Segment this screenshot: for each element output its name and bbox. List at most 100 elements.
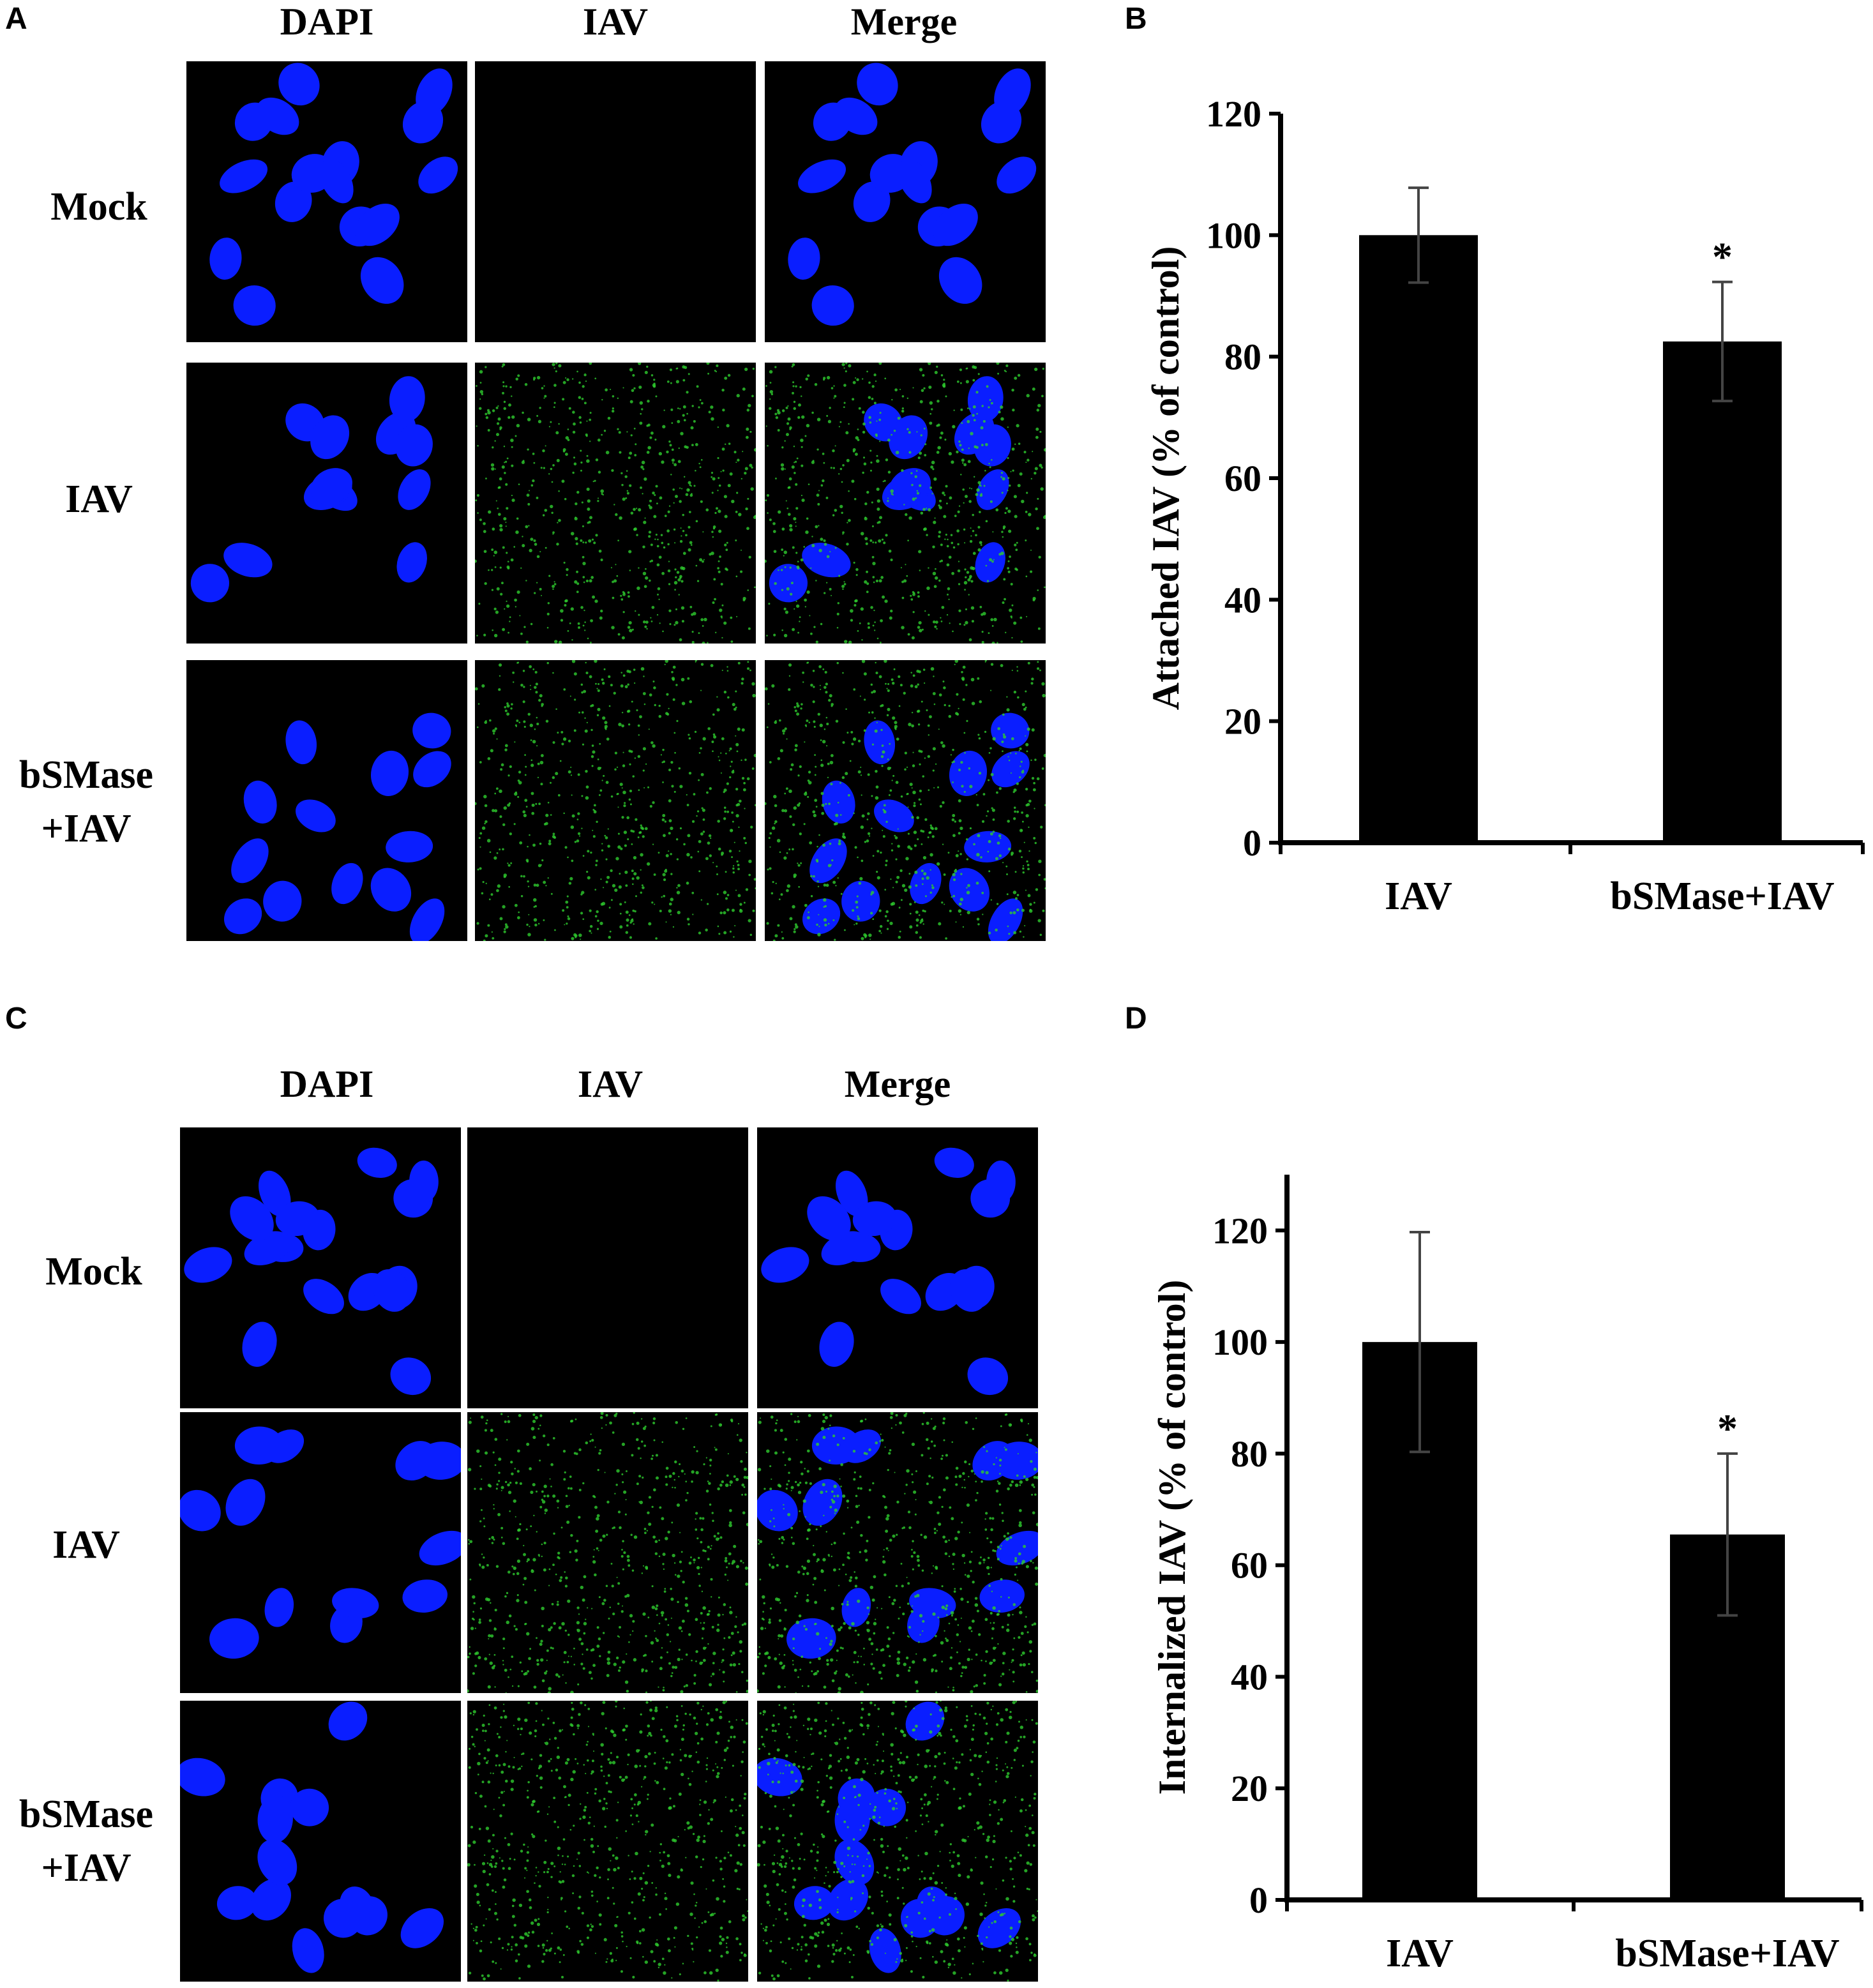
iav-puncta: [576, 1606, 580, 1609]
iav-puncta: [576, 1950, 580, 1954]
iav-puncta: [758, 1652, 761, 1655]
iav-puncta: [507, 561, 509, 562]
iav-puncta: [757, 1539, 760, 1541]
iav-puncta: [901, 395, 905, 398]
panel-c-image-mock-iav: [467, 1127, 748, 1408]
iav-puncta: [936, 628, 938, 630]
iav-puncta: [615, 1484, 618, 1486]
iav-puncta: [630, 1798, 633, 1801]
iav-puncta: [528, 525, 530, 527]
iav-puncta: [605, 1727, 607, 1729]
iav-puncta: [629, 400, 633, 403]
iav-puncta: [960, 1597, 964, 1601]
iav-puncta: [638, 508, 642, 512]
iav-puncta: [802, 1572, 805, 1576]
iav-puncta: [575, 502, 578, 506]
iav-puncta: [845, 772, 848, 776]
iav-puncta: [735, 1616, 737, 1618]
iav-puncta: [792, 1664, 794, 1666]
iav-puncta: [943, 379, 945, 381]
iav-puncta: [816, 1670, 819, 1673]
iav-puncta: [700, 1567, 703, 1569]
iav-puncta: [860, 607, 864, 611]
iav-puncta: [705, 1457, 707, 1459]
iav-puncta: [506, 702, 509, 705]
iav-puncta: [622, 611, 625, 614]
iav-puncta: [490, 1859, 492, 1862]
iav-puncta: [621, 816, 624, 819]
iav-puncta: [839, 1478, 841, 1480]
iav-puncta: [923, 1535, 928, 1539]
iav-puncta: [919, 629, 922, 633]
iav-puncta: [711, 472, 714, 474]
iav-puncta: [978, 1633, 981, 1636]
iav-puncta: [869, 835, 871, 837]
iav-puncta: [552, 741, 555, 744]
iav-puncta: [488, 1908, 491, 1911]
iav-puncta: [772, 1556, 775, 1559]
iav-puncta: [630, 434, 633, 437]
iav-puncta: [919, 569, 921, 571]
iav-puncta: [525, 765, 527, 768]
iav-puncta: [573, 1647, 575, 1650]
iav-puncta: [638, 567, 640, 569]
iav-puncta: [496, 1483, 499, 1486]
iav-puncta: [529, 926, 530, 928]
iav-puncta: [721, 1480, 725, 1484]
iav-puncta: [700, 1865, 702, 1869]
iav-puncta: [784, 809, 788, 813]
iav-puncta: [995, 1489, 999, 1493]
iav-puncta: [593, 541, 596, 545]
iav-puncta: [506, 1949, 509, 1951]
iav-puncta: [486, 1419, 488, 1422]
row-label-line: Mock: [50, 185, 147, 229]
iav-puncta: [942, 801, 945, 804]
iav-puncta: [957, 510, 960, 513]
iav-puncta: [606, 875, 610, 879]
iav-puncta: [668, 609, 672, 612]
iav-puncta: [1012, 1603, 1016, 1606]
iav-puncta: [557, 1846, 561, 1850]
iav-puncta: [873, 609, 875, 612]
panel-a-image-bsmase-iav-iav: [475, 660, 756, 941]
iav-puncta: [1019, 776, 1021, 779]
iav-puncta: [829, 694, 832, 698]
iav-puncta: [511, 1472, 514, 1475]
iav-puncta: [490, 1602, 492, 1604]
iav-puncta: [780, 893, 783, 896]
iav-puncta: [952, 546, 956, 549]
iav-puncta: [828, 1555, 830, 1557]
iav-puncta: [648, 535, 651, 538]
iav-puncta: [952, 1553, 956, 1556]
iav-puncta: [954, 1588, 956, 1590]
iav-puncta: [488, 1723, 490, 1726]
iav-puncta: [981, 1659, 982, 1662]
iav-puncta: [675, 1420, 678, 1424]
iav-puncta: [497, 405, 499, 407]
iav-puncta: [910, 1555, 914, 1558]
iav-puncta: [684, 1473, 686, 1475]
iav-puncta: [609, 930, 612, 933]
iav-puncta: [932, 692, 936, 695]
iav-puncta: [575, 1452, 578, 1456]
iav-puncta: [524, 383, 528, 386]
iav-puncta: [681, 1470, 684, 1473]
iav-puncta: [832, 514, 835, 516]
iav-puncta: [528, 1657, 531, 1660]
iav-puncta: [1019, 1480, 1023, 1484]
iav-puncta: [894, 1472, 896, 1473]
iav-puncta: [669, 368, 672, 372]
iav-puncta: [909, 782, 913, 787]
iav-puncta: [642, 1899, 645, 1902]
iav-puncta: [690, 1556, 692, 1558]
iav-puncta: [534, 1882, 536, 1884]
iav-puncta: [841, 1602, 844, 1606]
iav-puncta: [639, 421, 643, 425]
iav-puncta: [495, 787, 499, 790]
iav-puncta: [536, 884, 539, 887]
iav-puncta: [838, 1628, 841, 1632]
iav-puncta: [1031, 777, 1035, 780]
iav-puncta: [730, 640, 733, 643]
iav-puncta: [868, 626, 870, 629]
iav-puncta: [1001, 1625, 1004, 1629]
